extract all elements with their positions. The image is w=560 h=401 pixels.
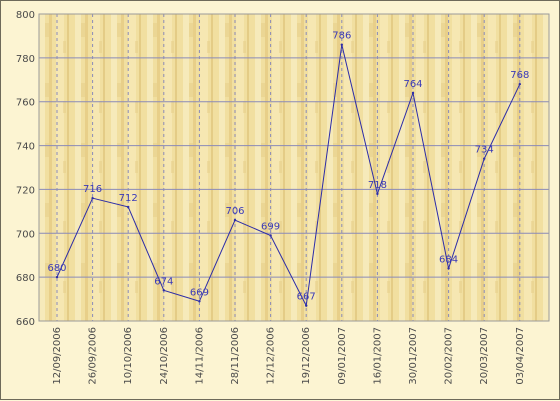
data-point-10 [411, 91, 415, 95]
data-point-0 [55, 275, 59, 279]
data-point-3 [162, 289, 165, 292]
x-tick-label-7: 19/12/2006 [301, 327, 312, 385]
x-tick-label-6: 12/12/2006 [266, 327, 277, 385]
data-label-7: 667 [297, 292, 316, 303]
data-labels: 680 716 712 674 669 706 699 667 786 718 764 684 734 7… [47, 31, 529, 303]
data-point-8 [340, 43, 343, 46]
data-label-2: 712 [119, 193, 138, 204]
data-label-8: 786 [332, 31, 351, 42]
data-point-4 [198, 300, 201, 303]
x-tick-label-3: 24/10/2006 [159, 327, 170, 385]
x-tick-label-10: 30/01/2007 [408, 327, 419, 385]
x-tick-label-13: 03/04/2007 [515, 327, 526, 385]
data-label-0: 680 [47, 263, 66, 274]
y-tick-label-1: 680 [16, 273, 35, 284]
data-point-5 [233, 218, 237, 222]
data-point-7 [305, 304, 308, 307]
x-tick-label-12: 20/03/2007 [479, 327, 490, 385]
data-label-10: 764 [403, 79, 422, 90]
y-tick-label-4: 740 [16, 142, 35, 153]
series-line [55, 43, 521, 308]
data-point-6 [269, 234, 272, 237]
plot-border [38, 13, 550, 322]
y-tick-label-0: 660 [16, 317, 35, 328]
data-label-5: 706 [225, 206, 244, 217]
data-label-4: 669 [190, 287, 209, 298]
x-tick-label-4: 14/11/2006 [194, 327, 205, 385]
data-label-3: 674 [154, 276, 173, 287]
plot-background [39, 14, 549, 321]
y-tick-label-3: 720 [16, 185, 35, 196]
x-tick-label-9: 16/01/2007 [372, 327, 383, 385]
y-tick-label-5: 760 [16, 98, 35, 109]
x-tick-label-1: 26/09/2006 [88, 327, 99, 385]
data-label-6: 699 [261, 221, 280, 232]
data-label-12: 734 [475, 145, 494, 156]
y-tick-label-2: 700 [16, 229, 35, 240]
data-point-9 [376, 192, 379, 196]
y-axis-ticks: 660 680 700 720 740 760 780 800 [16, 10, 35, 328]
data-point-11 [447, 267, 450, 270]
x-tick-label-0: 12/09/2006 [52, 327, 63, 385]
data-point-13 [518, 82, 521, 86]
y-tick-label-7: 800 [16, 10, 35, 21]
grid-lines [38, 13, 550, 322]
data-label-13: 768 [510, 70, 529, 81]
x-tick-label-5: 28/11/2006 [230, 327, 241, 385]
data-label-9: 718 [368, 180, 387, 191]
x-tick-label-8: 09/01/2007 [337, 327, 348, 385]
data-label-11: 684 [439, 254, 458, 265]
x-axis-ticks: 12/09/2006 26/09/2006 10/10/2006 24/10/2006… [52, 327, 526, 385]
x-tick-label-11: 20/02/2007 [444, 327, 455, 385]
series-polyline [56, 44, 521, 308]
y-tick-label-6: 780 [16, 54, 35, 65]
x-tick-label-2: 10/10/2006 [123, 327, 134, 385]
data-point-1 [91, 197, 94, 200]
data-point-2 [127, 205, 130, 209]
data-point-12 [483, 157, 486, 160]
plot-area [39, 14, 549, 321]
data-label-1: 716 [83, 184, 102, 195]
